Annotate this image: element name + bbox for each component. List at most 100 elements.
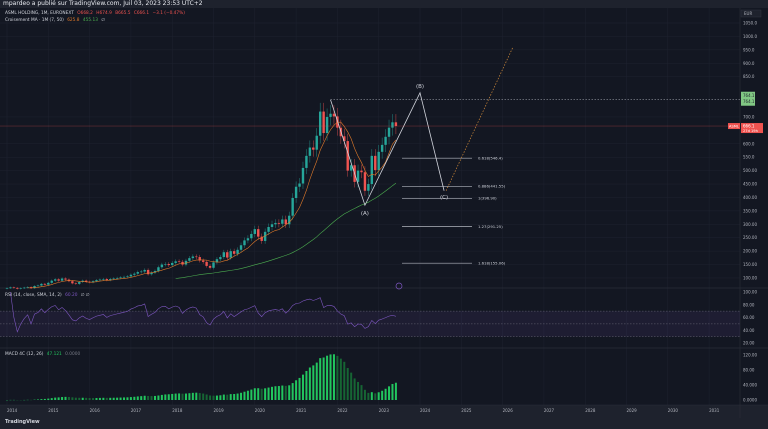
rsi-label: RSI (14, close, SMA, 14, 2) bbox=[5, 293, 62, 298]
elliott-waves[interactable]: (A) (B) (C) bbox=[330, 47, 740, 217]
candle bbox=[356, 170, 360, 182]
price-tick-label: 250.00 bbox=[743, 235, 757, 240]
rsi-legend: RSI (14, close, SMA, 14, 2) 60.20 ∅ ∅ bbox=[5, 293, 92, 298]
candle bbox=[288, 215, 291, 225]
candle bbox=[370, 155, 374, 185]
candle bbox=[301, 167, 305, 184]
high-value: H674.9 bbox=[96, 11, 112, 16]
candle bbox=[298, 183, 301, 187]
candle bbox=[160, 264, 164, 268]
candle bbox=[105, 279, 109, 281]
last-price-box bbox=[741, 123, 763, 134]
macd-bar bbox=[129, 397, 132, 400]
candle bbox=[50, 280, 53, 283]
candle bbox=[239, 245, 243, 250]
macd-tick-label: 40.000 bbox=[743, 383, 757, 388]
candle bbox=[71, 281, 74, 284]
macd-bar bbox=[47, 398, 50, 400]
macd-bar bbox=[81, 397, 84, 400]
price-tick-label: 550.0 bbox=[743, 155, 755, 160]
candle bbox=[294, 186, 298, 198]
last-price-label: 666.1 bbox=[743, 123, 755, 128]
price-tick-label: 600.0 bbox=[743, 141, 755, 146]
time-tick-label: 2019 bbox=[214, 408, 225, 413]
macd-bar bbox=[284, 385, 287, 400]
macd-legend: MACD 4C (12, 26) 47.121 0.0000 bbox=[5, 352, 82, 357]
macd-bar bbox=[271, 386, 274, 400]
macd-bar bbox=[339, 358, 342, 400]
macd-bar bbox=[308, 367, 311, 400]
candle bbox=[205, 261, 208, 266]
rsi-value: 60.20 bbox=[65, 293, 78, 298]
macd-bar bbox=[36, 399, 39, 400]
macd-bar bbox=[291, 383, 294, 400]
close-value: C666.1 bbox=[133, 11, 150, 16]
macd-bar bbox=[147, 396, 150, 400]
macd-value: 47.121 bbox=[46, 352, 62, 357]
macd-bar bbox=[236, 393, 239, 400]
price-tick-label: 350.00 bbox=[743, 208, 757, 213]
candle bbox=[263, 231, 267, 241]
candle bbox=[308, 147, 312, 156]
macd-bar bbox=[384, 388, 387, 400]
brand-name: TradingView bbox=[5, 419, 40, 425]
price-tick-label: 500.00 bbox=[743, 168, 757, 173]
grid bbox=[0, 7, 740, 405]
candle bbox=[349, 165, 353, 171]
price-chart[interactable]: 0.618(546.4) 0.886(441.55) 1(396.90) 1.27(2… bbox=[0, 7, 768, 419]
time-tick-label: 2018 bbox=[172, 408, 183, 413]
candle bbox=[281, 219, 284, 224]
macd-bar bbox=[219, 395, 222, 400]
candle bbox=[53, 279, 57, 281]
fib-extension[interactable]: 0.618(546.4) 0.886(441.55) 1(396.90) 1.27(2… bbox=[402, 156, 506, 266]
price-tick-label: 450.00 bbox=[743, 182, 757, 187]
macd-bar bbox=[209, 395, 212, 400]
wave-label: (C) bbox=[440, 195, 448, 201]
candle bbox=[363, 172, 367, 191]
macd-bar bbox=[112, 397, 115, 400]
candle bbox=[177, 261, 181, 262]
candle bbox=[236, 249, 239, 254]
price-tick-label: 900.0 bbox=[743, 61, 755, 66]
candle bbox=[215, 259, 219, 263]
ma-legend: Croisement MA · 1M (7, 50) 625.8 455.13 … bbox=[5, 18, 107, 23]
macd-bar bbox=[357, 381, 360, 400]
macd-bar bbox=[350, 372, 353, 400]
macd-bar bbox=[301, 374, 304, 400]
rsi-tick-label: 40.00 bbox=[743, 328, 755, 333]
candle bbox=[291, 197, 294, 216]
macd-bar bbox=[391, 383, 394, 400]
macd-bar bbox=[171, 393, 174, 400]
macd-bar bbox=[133, 396, 136, 400]
candle bbox=[284, 219, 287, 225]
wave-label: (A) bbox=[361, 211, 369, 217]
candle bbox=[380, 144, 384, 152]
candle bbox=[95, 280, 98, 282]
candle bbox=[346, 141, 349, 171]
macd-bar bbox=[329, 354, 332, 400]
macd-bar bbox=[243, 391, 246, 400]
candle bbox=[126, 276, 129, 277]
candle bbox=[9, 287, 12, 289]
candle bbox=[133, 273, 136, 275]
time-tick-label: 2022 bbox=[337, 408, 348, 413]
price-axis-background[interactable] bbox=[740, 7, 768, 405]
macd-tick-label: 80.00 bbox=[743, 368, 755, 373]
macd-bar bbox=[260, 388, 263, 400]
macd-bar bbox=[326, 355, 329, 400]
plot-background bbox=[0, 7, 740, 405]
macd-bar bbox=[181, 393, 184, 400]
macd-bar bbox=[191, 392, 194, 400]
macd-bar bbox=[74, 397, 77, 400]
tradingview-logo[interactable]: TradingView bbox=[5, 419, 40, 425]
macd-bar bbox=[394, 382, 397, 400]
macd-bar bbox=[205, 394, 208, 400]
symbol-legend: ASML HOLDING, 1M, EURONEXT O668.2 H674.9… bbox=[5, 11, 187, 16]
candle bbox=[260, 236, 263, 241]
moving-averages bbox=[27, 121, 397, 289]
time-tick-label: 2015 bbox=[48, 408, 59, 413]
price-tick-label: 150.00 bbox=[743, 262, 757, 267]
macd-bar bbox=[78, 397, 81, 400]
candle bbox=[195, 256, 198, 258]
event-marker-icon[interactable] bbox=[395, 282, 403, 290]
